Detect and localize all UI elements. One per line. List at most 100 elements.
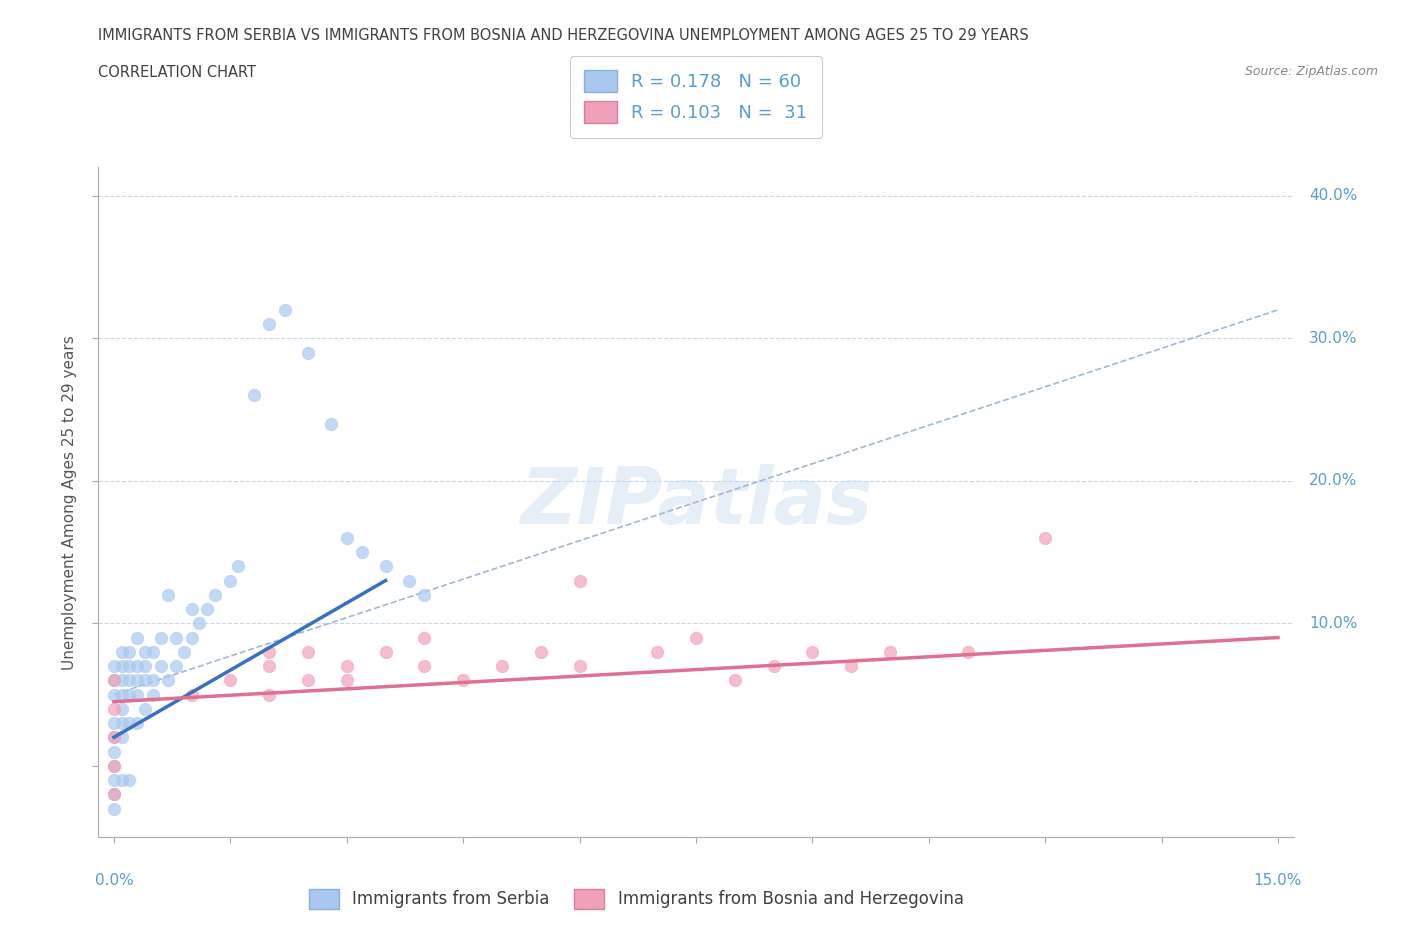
Point [188,616,211,631]
Point [297,644,319,659]
Point [103,658,125,673]
Y-axis label: Unemployment Among Ages 25 to 29 years: Unemployment Among Ages 25 to 29 years [62,335,77,670]
Point [491,658,513,673]
Point [134,672,156,687]
Point [839,658,862,673]
Text: 0.0%: 0.0% [94,872,134,887]
Point [157,672,180,687]
Point [645,644,668,659]
Point [103,758,125,773]
Point [685,631,707,645]
Point [173,644,195,659]
Point [242,388,264,403]
Point [103,672,125,687]
Point [127,672,149,687]
Point [118,672,141,687]
Point [127,715,149,730]
Point [1033,530,1056,545]
Text: 10.0%: 10.0% [1309,616,1357,631]
Point [165,631,187,645]
Point [568,573,591,588]
Point [103,730,125,745]
Point [103,701,125,716]
Point [111,672,134,687]
Point [180,602,202,617]
Point [127,631,149,645]
Text: Source: ZipAtlas.com: Source: ZipAtlas.com [1244,65,1378,78]
Point [204,588,226,603]
Point [103,787,125,802]
Point [103,744,125,759]
Point [257,687,280,702]
Point [336,658,359,673]
Point [111,701,134,716]
Point [413,658,436,673]
Point [879,644,901,659]
Point [956,644,979,659]
Point [180,687,202,702]
Point [530,644,553,659]
Point [118,773,141,788]
Point [149,658,172,673]
Point [134,644,156,659]
Point [257,658,280,673]
Point [111,644,134,659]
Point [134,701,156,716]
Point [118,715,141,730]
Point [180,631,202,645]
Point [413,631,436,645]
Point [297,672,319,687]
Point [118,658,141,673]
Point [127,658,149,673]
Point [142,644,165,659]
Point [103,758,125,773]
Point [157,588,180,603]
Point [219,573,242,588]
Point [257,317,280,332]
Point [724,672,747,687]
Point [149,631,172,645]
Text: 30.0%: 30.0% [1309,331,1358,346]
Point [336,672,359,687]
Point [273,302,295,317]
Point [219,672,242,687]
Point [111,730,134,745]
Point [297,345,319,360]
Point [111,773,134,788]
Point [257,644,280,659]
Point [134,658,156,673]
Text: 15.0%: 15.0% [1254,872,1302,887]
Point [103,672,125,687]
Point [111,715,134,730]
Point [111,658,134,673]
Point [801,644,824,659]
Point [142,672,165,687]
Point [374,559,396,574]
Point [103,787,125,802]
Point [111,687,134,702]
Point [118,644,141,659]
Point [118,687,141,702]
Point [398,573,420,588]
Text: 20.0%: 20.0% [1309,473,1357,488]
Point [568,658,591,673]
Text: 40.0%: 40.0% [1309,189,1357,204]
Point [103,730,125,745]
Point [127,687,149,702]
Point [103,715,125,730]
Point [226,559,249,574]
Point [352,545,374,560]
Point [103,773,125,788]
Point [451,672,474,687]
Text: ZIPatlas: ZIPatlas [520,464,872,540]
Text: IMMIGRANTS FROM SERBIA VS IMMIGRANTS FROM BOSNIA AND HERZEGOVINA UNEMPLOYMENT AM: IMMIGRANTS FROM SERBIA VS IMMIGRANTS FRO… [98,28,1029,43]
Point [321,417,343,432]
Point [195,602,218,617]
Point [103,801,125,816]
Point [142,687,165,702]
Point [762,658,785,673]
Point [165,658,187,673]
Point [413,588,436,603]
Text: CORRELATION CHART: CORRELATION CHART [98,65,256,80]
Legend: Immigrants from Serbia, Immigrants from Bosnia and Herzegovina: Immigrants from Serbia, Immigrants from … [302,882,970,916]
